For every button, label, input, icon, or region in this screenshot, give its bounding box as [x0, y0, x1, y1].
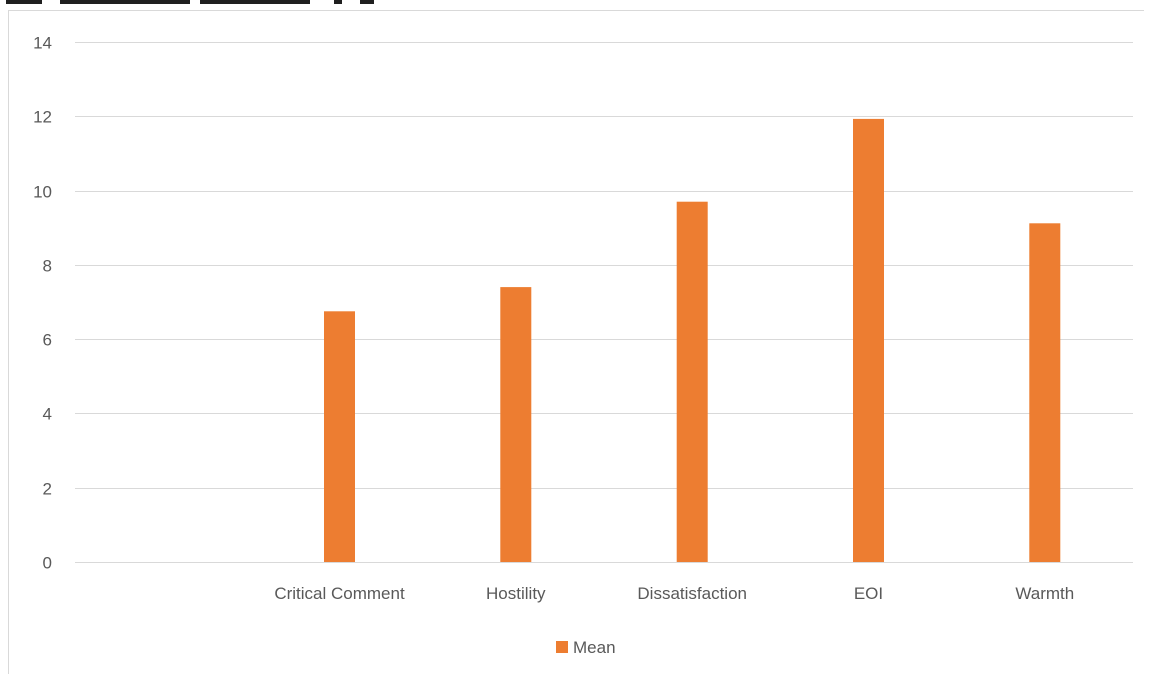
chart-frame [8, 10, 1144, 674]
y-tick-label: 4 [43, 405, 52, 424]
x-tick-label: Dissatisfaction [637, 584, 747, 603]
bar-warmth [1029, 223, 1061, 563]
x-tick-label: Warmth [1015, 584, 1074, 603]
x-tick-label: EOI [854, 584, 883, 603]
y-tick-label: 14 [33, 34, 52, 53]
y-tick-label: 0 [43, 554, 52, 573]
legend: Mean [556, 638, 616, 657]
bar-hostility [500, 287, 532, 562]
cropped-title-remnant [0, 0, 500, 6]
bars [324, 118, 1061, 563]
bar-critical-comment [324, 311, 355, 562]
y-tick-label: 6 [43, 331, 52, 350]
y-tick-label: 10 [33, 183, 52, 202]
y-axis-ticks: 0 2 4 6 8 10 12 14 [33, 34, 52, 573]
bar-dissatisfaction [676, 201, 708, 562]
x-tick-label: Critical Comment [274, 584, 405, 603]
legend-label-mean: Mean [573, 638, 616, 657]
gridlines [75, 42, 1133, 563]
bar-eoi [853, 118, 884, 563]
y-tick-label: 12 [33, 108, 52, 127]
x-axis-ticks: Critical Comment Hostility Dissatisfaction… [274, 584, 1074, 603]
y-tick-label: 2 [43, 480, 52, 499]
y-tick-label: 8 [43, 257, 52, 276]
x-tick-label: Hostility [486, 584, 546, 603]
legend-swatch-mean [556, 641, 568, 653]
